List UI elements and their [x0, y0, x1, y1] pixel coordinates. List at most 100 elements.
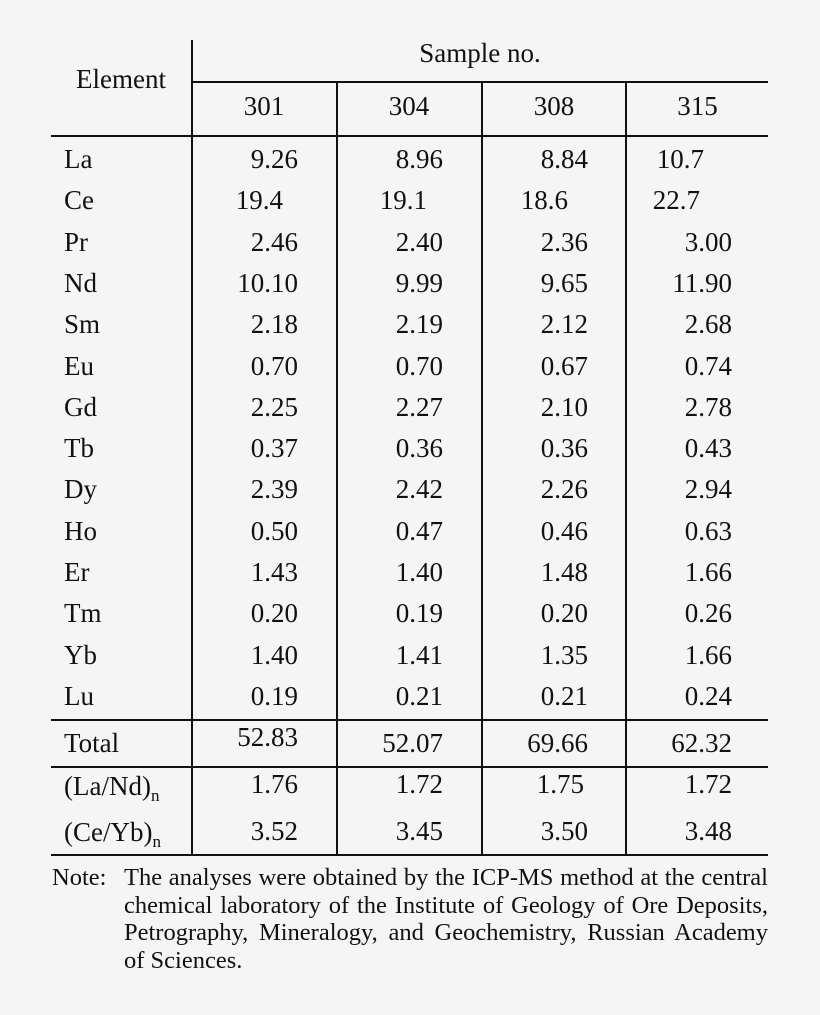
- ratio-ce-yb-315: 3.48: [684, 816, 732, 846]
- element-value-304: 8.96: [395, 144, 443, 174]
- element-value-301: 0.19: [250, 681, 298, 711]
- element-value-301: 2.46: [250, 227, 298, 257]
- element-value-315: 0.63: [684, 516, 732, 546]
- note-label: Note:: [52, 864, 107, 891]
- element-value-315: 2.68: [684, 309, 732, 339]
- element-value-315: 1.66: [684, 557, 732, 587]
- sample-group-underline: [192, 81, 768, 83]
- element-value-308: 1.35: [540, 640, 588, 670]
- element-column-divider: [191, 40, 193, 856]
- total-label: Total: [64, 728, 120, 758]
- ratio-ce-yb-301: 3.52: [250, 816, 298, 846]
- element-label: Gd: [64, 392, 97, 422]
- element-value-301: 9.26: [250, 144, 298, 174]
- ratio-label-la-nd: (La/Nd)n: [64, 771, 159, 804]
- element-value-308: 8.84: [540, 144, 588, 174]
- element-value-315: 2.94: [684, 474, 732, 504]
- total-top-rule: [51, 719, 768, 721]
- element-value-304: 2.40: [395, 227, 443, 257]
- total-value-315: 62.32: [671, 728, 732, 758]
- element-value-301: 19.4: [235, 185, 283, 215]
- element-value-315: 22.7: [652, 185, 700, 215]
- element-label: Tb: [64, 433, 94, 463]
- element-label: Ho: [64, 516, 97, 546]
- element-value-301: 1.43: [250, 557, 298, 587]
- sample-group-header: Sample no.: [419, 38, 541, 68]
- ratio-ce-yb-308: 3.50: [540, 816, 588, 846]
- element-value-304: 1.40: [395, 557, 443, 587]
- element-label: La: [64, 144, 93, 174]
- element-value-301: 2.39: [250, 474, 298, 504]
- ratio-ce-yb-304: 3.45: [395, 816, 443, 846]
- element-label: Nd: [64, 268, 97, 298]
- element-value-308: 2.36: [540, 227, 588, 257]
- element-label: Pr: [64, 227, 89, 257]
- element-value-308: 9.65: [540, 268, 588, 298]
- element-value-308: 18.6: [520, 185, 568, 215]
- element-value-308: 2.26: [540, 474, 588, 504]
- element-value-301: 0.20: [250, 598, 298, 628]
- note-text: The analyses were obtained by the ICP-MS…: [124, 864, 768, 974]
- element-value-308: 0.46: [540, 516, 588, 546]
- element-value-304: 2.42: [395, 474, 443, 504]
- ratio-la-nd-315: 1.72: [684, 769, 732, 799]
- column-header-308: 308: [533, 91, 575, 121]
- element-label: Yb: [64, 640, 97, 670]
- element-value-304: 0.21: [395, 681, 443, 711]
- element-value-304: 0.70: [395, 351, 443, 381]
- column-header-315: 315: [677, 91, 718, 121]
- element-value-304: 0.19: [395, 598, 443, 628]
- element-value-304: 2.27: [395, 392, 443, 422]
- element-value-315: 0.74: [684, 351, 732, 381]
- total-value-308: 69.66: [527, 728, 588, 758]
- table-bottom-rule: [51, 854, 768, 856]
- total-bottom-rule: [51, 766, 768, 768]
- element-value-304: 0.47: [395, 516, 443, 546]
- element-value-301: 0.50: [250, 516, 298, 546]
- column-divider-301-304: [336, 82, 338, 856]
- ratio-label-ce-yb-sub: n: [152, 832, 161, 851]
- element-column-header: Element: [76, 64, 166, 94]
- element-label: Sm: [64, 309, 101, 339]
- element-value-308: 2.10: [540, 392, 588, 422]
- element-value-308: 1.48: [540, 557, 588, 587]
- element-value-315: 0.24: [684, 681, 732, 711]
- element-value-301: 2.25: [250, 392, 298, 422]
- column-divider-308-315: [625, 82, 627, 856]
- column-divider-304-308: [481, 82, 483, 856]
- column-header-304: 304: [388, 91, 430, 121]
- element-value-304: 19.1: [379, 185, 427, 215]
- element-label: Dy: [64, 474, 97, 504]
- total-value-304: 52.07: [382, 728, 443, 758]
- element-value-301: 10.10: [237, 268, 298, 298]
- element-value-301: 0.37: [250, 433, 298, 463]
- header-bottom-rule: [51, 135, 768, 137]
- ratio-la-nd-301: 1.76: [250, 769, 298, 799]
- element-value-315: 3.00: [684, 227, 732, 257]
- element-value-315: 0.26: [684, 598, 732, 628]
- element-value-315: 10.7: [656, 144, 704, 174]
- element-value-304: 0.36: [395, 433, 443, 463]
- element-value-308: 0.67: [540, 351, 588, 381]
- ratio-la-nd-308: 1.75: [536, 769, 584, 799]
- element-value-301: 0.70: [250, 351, 298, 381]
- ratio-label-la-nd-sub: n: [150, 786, 160, 805]
- element-value-315: 1.66: [684, 640, 732, 670]
- ratio-label-ce-yb: (Ce/Yb)n: [64, 817, 161, 850]
- element-value-308: 0.36: [540, 433, 588, 463]
- element-value-315: 11.90: [672, 268, 732, 298]
- column-header-301: 301: [243, 91, 285, 121]
- element-label: Er: [64, 557, 90, 587]
- element-value-315: 0.43: [684, 433, 732, 463]
- ratio-la-nd-304: 1.72: [395, 769, 443, 799]
- element-value-315: 2.78: [684, 392, 732, 422]
- element-value-308: 0.21: [540, 681, 588, 711]
- ratio-label-la-nd-main: (La/Nd): [64, 771, 151, 801]
- element-label: Tm: [64, 598, 102, 628]
- ratio-label-ce-yb-main: (Ce/Yb): [64, 817, 153, 847]
- element-value-304: 2.19: [395, 309, 443, 339]
- element-label: Lu: [64, 681, 94, 711]
- element-label: Ce: [64, 185, 94, 215]
- element-value-301: 2.18: [250, 309, 298, 339]
